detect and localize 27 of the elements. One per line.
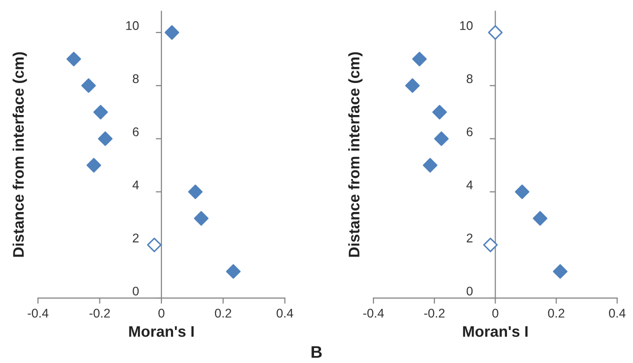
- y-tick-label: 0: [466, 286, 473, 296]
- y-tick-label: 2: [132, 234, 139, 242]
- y-tick-label: 10: [460, 21, 473, 30]
- x-tick-label: 0: [492, 308, 498, 318]
- x-tick-label: -0.4: [363, 308, 384, 318]
- x-tick-label: -0.2: [89, 308, 110, 318]
- y-tick-label: 6: [466, 127, 473, 136]
- x-axis-title: Moran's I: [463, 326, 528, 337]
- y-tick-label: 6: [132, 127, 139, 136]
- x-tick-label: 0.2: [548, 308, 564, 318]
- y-tick-label: 2: [466, 234, 472, 242]
- y-tick-label: 4: [466, 180, 473, 190]
- x-tick-label: 0.4: [276, 308, 294, 318]
- y-axis-title: Distance from interface (cm): [348, 52, 363, 257]
- y-tick-label: 8: [132, 74, 139, 84]
- x-tick-label: -0.2: [424, 308, 445, 318]
- x-tick-label: -0.4: [28, 308, 48, 318]
- y-tick-label: 8: [466, 74, 473, 84]
- y-tick-label: 0: [132, 286, 139, 296]
- x-tick-label: 0.4: [608, 308, 626, 318]
- y-axis-title: Distance from interface (cm): [12, 52, 27, 257]
- text: B: [312, 346, 322, 358]
- x-axis-title: Moran's I: [129, 326, 194, 337]
- x-tick-label: 0.2: [214, 308, 232, 318]
- y-tick-label: 10: [126, 21, 139, 30]
- y-tick-label: 4: [132, 180, 139, 190]
- x-tick-label: 0: [158, 308, 164, 318]
